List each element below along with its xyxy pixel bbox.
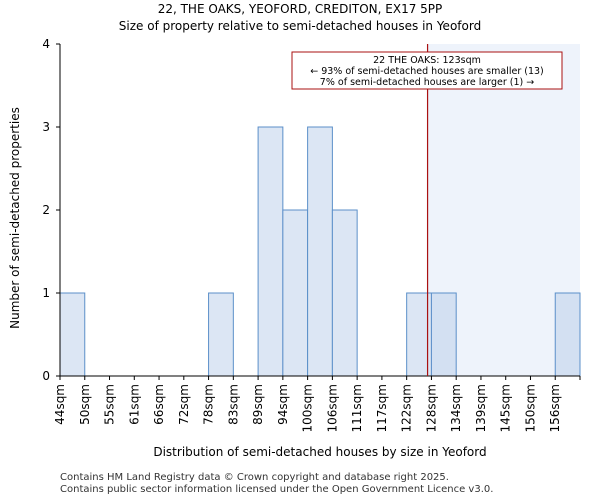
- x-tick-label: 156sqm: [548, 384, 562, 432]
- footer-copyright: Contains HM Land Registry data © Crown c…: [60, 472, 449, 483]
- y-tick-label: 1: [42, 286, 50, 300]
- bar: [307, 126, 333, 377]
- x-tick-label: 134sqm: [449, 384, 463, 432]
- bar: [282, 209, 309, 377]
- y-tick-label: 4: [42, 37, 50, 51]
- bar: [257, 126, 284, 377]
- x-tick-label: 61sqm: [127, 384, 141, 425]
- x-tick-label: 50sqm: [78, 384, 92, 425]
- x-axis-label: Distribution of semi-detached houses by …: [153, 445, 487, 459]
- x-tick-label: 83sqm: [226, 384, 240, 425]
- footer-licence: Contains public sector information licen…: [60, 484, 494, 495]
- x-tick-label: 150sqm: [523, 384, 537, 432]
- x-tick-label: 66sqm: [152, 384, 166, 425]
- x-tick-label: 106sqm: [325, 384, 339, 432]
- bar: [208, 292, 234, 377]
- x-tick-label: 100sqm: [301, 384, 315, 432]
- x-tick-label: 94sqm: [276, 384, 290, 425]
- annotation-box: [291, 51, 563, 90]
- x-tick-label: 72sqm: [177, 384, 191, 425]
- x-tick-label: 139sqm: [474, 384, 488, 432]
- annotation-text: 22 THE OAKS: 123sqm: [373, 55, 481, 66]
- annotation-text: 7% of semi-detached houses are larger (1…: [320, 77, 534, 88]
- x-tick-label: 55sqm: [103, 384, 117, 425]
- x-tick-label: 89sqm: [251, 384, 265, 425]
- bar: [554, 292, 581, 377]
- y-tick-label: 2: [42, 203, 50, 217]
- x-tick-label: 128sqm: [424, 384, 438, 432]
- x-tick-label: 44sqm: [53, 384, 67, 425]
- y-tick-label: 0: [42, 369, 50, 383]
- chart-title: 22, THE OAKS, YEOFORD, CREDITON, EX17 5P…: [157, 2, 443, 16]
- x-tick-label: 145sqm: [499, 384, 513, 432]
- bar: [430, 292, 457, 377]
- x-tick-label: 78sqm: [202, 384, 216, 425]
- bar: [59, 292, 86, 377]
- x-tick-label: 122sqm: [400, 384, 414, 432]
- bar: [331, 209, 358, 377]
- x-tick-label: 117sqm: [375, 384, 389, 432]
- chart-subtitle: Size of property relative to semi-detach…: [118, 19, 482, 33]
- x-tick-label: 111sqm: [350, 384, 364, 432]
- y-axis-label: Number of semi-detached properties: [8, 107, 22, 329]
- y-tick-label: 3: [42, 120, 50, 134]
- annotation-text: ← 93% of semi-detached houses are smalle…: [310, 66, 544, 77]
